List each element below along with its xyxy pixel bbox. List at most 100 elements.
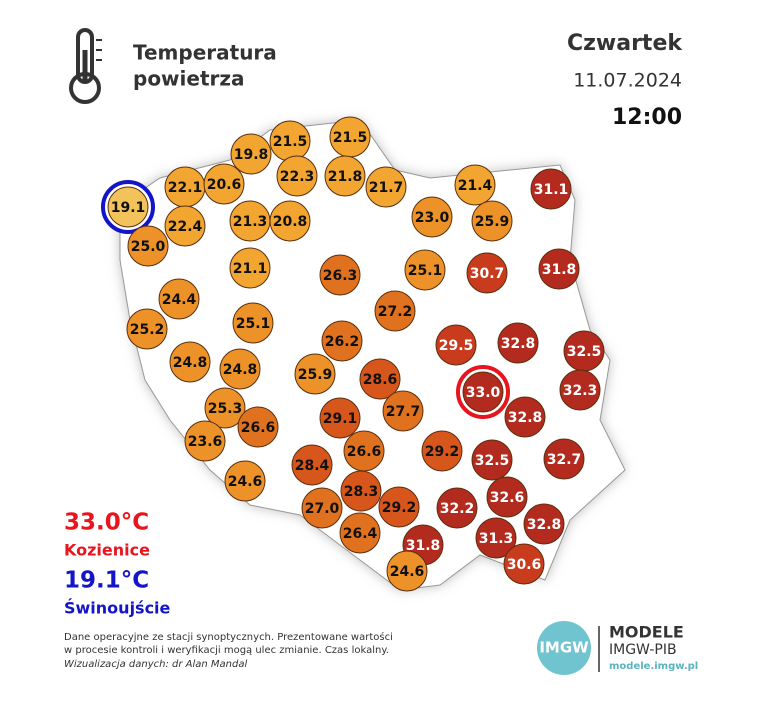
station-value: 22.1 (168, 180, 203, 196)
thermometer-icon (69, 28, 102, 104)
station-value: 31.3 (479, 531, 514, 547)
station-value: 20.8 (273, 214, 308, 230)
station-value: 32.8 (508, 410, 543, 426)
logo-badge-text: IMGW (539, 639, 589, 657)
station-value: 28.3 (344, 484, 379, 500)
station-value: 33.0 (466, 385, 501, 401)
station-value: 25.2 (130, 322, 165, 338)
station-marker (421, 430, 463, 472)
station-marker (169, 341, 211, 383)
station-value: 32.6 (490, 490, 525, 506)
station-marker (339, 512, 381, 554)
logo-name: MODELE (609, 623, 684, 642)
station-marker (126, 308, 168, 350)
station-marker (471, 200, 513, 242)
station-marker (319, 397, 361, 439)
credit: Wizualizacja danych: dr Alan Mandal (64, 659, 247, 670)
station-marker (224, 460, 266, 502)
station-value: 28.6 (363, 372, 398, 388)
station-value: 21.7 (369, 180, 404, 196)
station-marker (291, 444, 333, 486)
station-value: 25.0 (131, 239, 166, 255)
station-marker (237, 406, 279, 448)
station-marker (232, 302, 274, 344)
station-value: 32.2 (440, 501, 475, 517)
day: Czwartek (567, 31, 683, 56)
station-marker (378, 486, 420, 528)
station-marker (158, 278, 200, 320)
station-marker (269, 200, 311, 242)
stations: 19.122.1 20.619.821.5 21.522.3 21.821.7 21.4… (101, 116, 605, 592)
station-value: 24.6 (390, 564, 425, 580)
station-value: 19.8 (234, 147, 269, 163)
min-value: 19.1°C (64, 568, 149, 594)
station-marker (475, 517, 517, 559)
station-value: 26.6 (347, 444, 382, 460)
station-value: 22.3 (280, 169, 315, 185)
station-value: 32.3 (563, 383, 598, 399)
station-value: 21.3 (233, 214, 268, 230)
station-marker (365, 166, 407, 208)
station-value: 24.6 (228, 474, 263, 490)
footer-line: w procesie kontroli i weryfikacji mogą u… (64, 645, 389, 656)
station-marker (321, 320, 363, 362)
logo-badge (537, 621, 591, 675)
max-station: Kozienice (64, 541, 150, 560)
station-value: 21.1 (233, 261, 268, 277)
footer-line: Dane operacyjne ze stacji synoptycznych.… (64, 631, 393, 643)
station-value: 30.7 (470, 266, 505, 282)
station-marker (411, 196, 453, 238)
station-value: 29.5 (439, 338, 474, 354)
station-marker (204, 387, 246, 429)
station-value: 24.8 (223, 362, 258, 378)
station-marker (497, 322, 539, 364)
station-value: 24.8 (173, 355, 208, 371)
station-value: 21.5 (333, 130, 368, 146)
station-marker (294, 353, 336, 395)
station-value: 25.9 (298, 367, 333, 383)
min-station: Świnoujście (64, 599, 171, 618)
logo-url: modele.imgw.pl (609, 661, 698, 672)
max-value: 33.0°C (64, 510, 149, 536)
station-value: 30.6 (507, 557, 542, 573)
station-marker (436, 487, 478, 529)
station-marker (523, 503, 565, 545)
station-marker (559, 369, 601, 411)
station-value: 19.1 (111, 200, 146, 216)
station-value: 26.6 (241, 420, 276, 436)
logo-org: IMGW-PIB (609, 642, 677, 658)
station-marker (184, 420, 226, 462)
station-marker (543, 438, 585, 480)
station-value: 21.4 (458, 178, 493, 194)
station-value: 26.4 (343, 526, 378, 542)
station-marker (324, 155, 366, 197)
station-marker (127, 225, 169, 267)
station-marker (229, 247, 271, 289)
station-value: 29.1 (323, 411, 358, 427)
station-marker (435, 324, 477, 366)
station-value: 32.8 (501, 336, 536, 352)
date: 11.07.2024 (573, 70, 682, 92)
station-marker (504, 396, 546, 438)
station-value: 31.1 (534, 182, 569, 198)
station-value: 27.0 (305, 501, 340, 517)
station-value: 23.0 (415, 210, 450, 226)
station-value: 21.8 (328, 169, 363, 185)
station-value: 25.1 (408, 263, 443, 279)
station-value: 31.8 (406, 538, 441, 554)
time: 12:00 (612, 105, 682, 130)
station-marker (530, 168, 572, 210)
station-marker (404, 249, 446, 291)
station-marker (538, 248, 580, 290)
station-value: 26.2 (325, 334, 360, 350)
station-value: 27.2 (378, 304, 413, 320)
station-value: 32.5 (567, 344, 602, 360)
station-marker (462, 371, 504, 413)
station-value: 32.5 (475, 453, 510, 469)
station-marker (203, 163, 245, 205)
station-marker (454, 164, 496, 206)
station-value: 32.7 (547, 452, 582, 468)
station-marker (301, 487, 343, 529)
